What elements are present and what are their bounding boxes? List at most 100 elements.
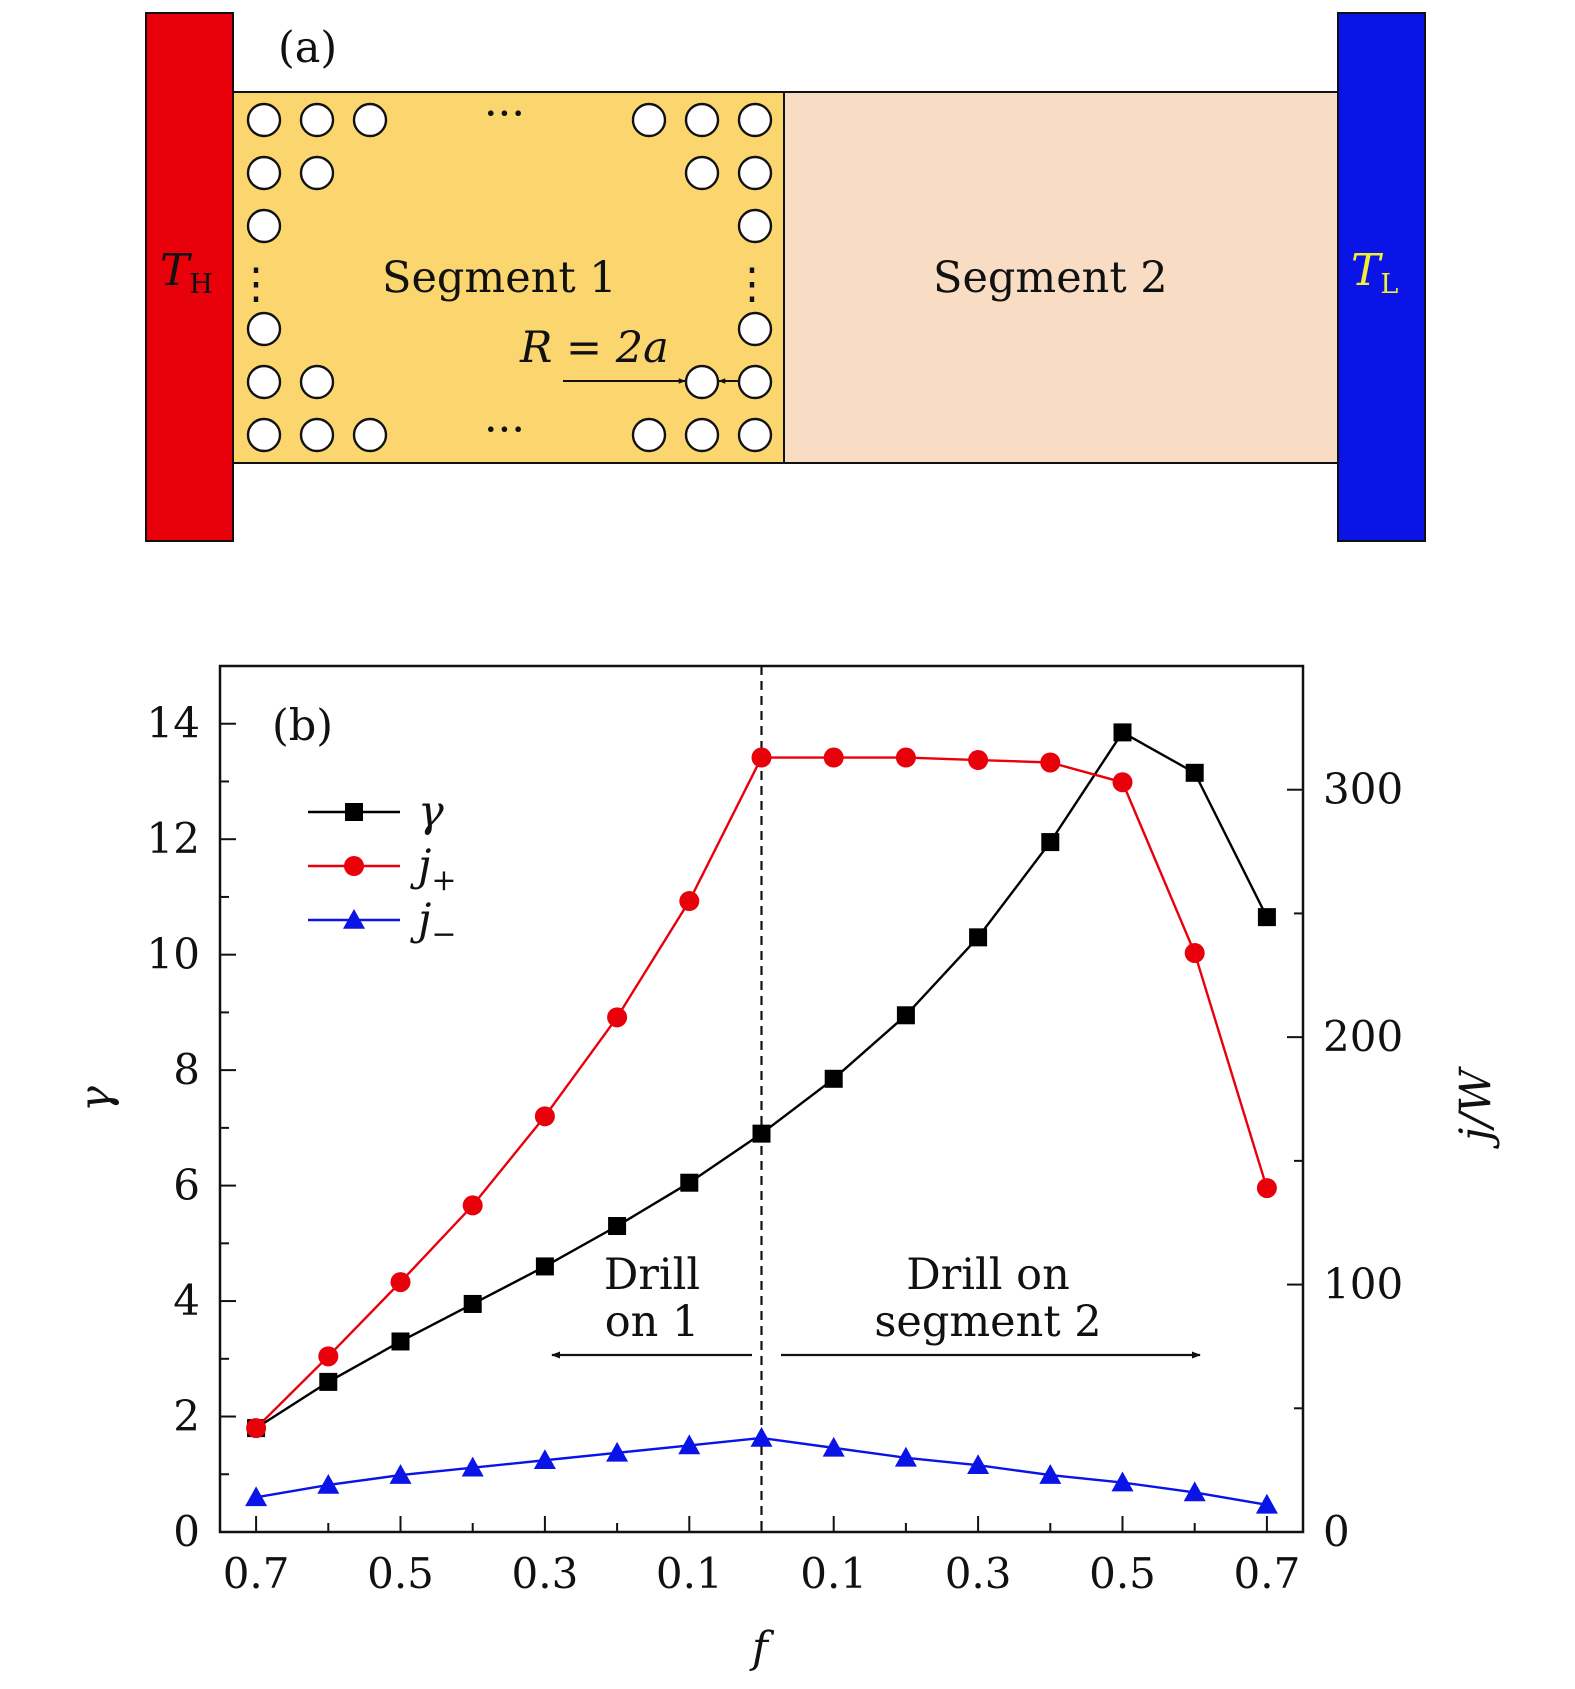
segment-1-region [232, 91, 785, 464]
hole [684, 364, 720, 400]
data-point [824, 1069, 843, 1088]
data-point [1257, 908, 1276, 927]
data-point [896, 1006, 915, 1025]
hole [299, 102, 335, 138]
y-left-tick-label: 12 [147, 814, 200, 863]
y-left-tick-label: 6 [173, 1161, 200, 1210]
data-point [1113, 723, 1132, 742]
legend-marker [343, 909, 365, 929]
hole [352, 102, 388, 138]
data-point [534, 1106, 555, 1127]
data-point [1041, 833, 1060, 852]
legend-label: j− [410, 895, 456, 952]
data-point [1183, 1481, 1206, 1502]
data-point [822, 1436, 845, 1457]
data-point [680, 1173, 699, 1192]
x-tick-label: 0.1 [656, 1549, 723, 1598]
y-left-tick-label: 14 [147, 699, 200, 748]
hole [299, 364, 335, 400]
data-point [967, 1454, 990, 1474]
data-point [390, 1272, 411, 1293]
x-tick-label: 0.7 [223, 1549, 290, 1598]
hole [737, 311, 773, 347]
panel-b-label: (b) [272, 701, 333, 751]
data-point [752, 1124, 771, 1143]
legend-label: γ [418, 787, 444, 837]
y-left-axis-label: γ [71, 1086, 121, 1112]
hole [631, 102, 667, 138]
x-axis-label: f [749, 1623, 775, 1673]
annotation-left-line1: Drill [604, 1250, 700, 1300]
y-right-tick-label: 0 [1323, 1507, 1350, 1556]
data-point [319, 1372, 338, 1391]
vertical-ellipsis-left: ⋮ [235, 259, 278, 309]
hole [299, 417, 335, 453]
y-right-axis: 0 100 200 300 [1287, 665, 1403, 1556]
annotation-left-line2: on 1 [605, 1297, 700, 1347]
y-right-axis-label: j/W [1451, 1065, 1501, 1149]
data-point [894, 1446, 917, 1467]
hole [246, 102, 282, 138]
y-right-tick-label: 200 [1323, 1012, 1403, 1061]
data-point [1111, 1471, 1134, 1492]
data-point [608, 1217, 627, 1236]
series-j-plus [246, 747, 1277, 1439]
hot-reservoir [145, 12, 234, 542]
y-left-tick-label: 8 [173, 1045, 200, 1094]
legend-marker [345, 803, 363, 821]
data-point [462, 1195, 483, 1216]
y-right-tick-label: 100 [1323, 1260, 1403, 1309]
x-tick-label: 0.3 [512, 1549, 579, 1598]
hole [246, 155, 282, 191]
data-point [1256, 1178, 1277, 1199]
data-point [1040, 752, 1061, 773]
hole [737, 364, 773, 400]
y-left-tick-label: 10 [147, 930, 200, 979]
data-point [391, 1332, 410, 1351]
data-point [389, 1464, 412, 1484]
legend-marker [344, 856, 364, 876]
hole [246, 364, 282, 400]
hole [246, 417, 282, 453]
y-left-tick-label: 4 [173, 1276, 200, 1325]
data-point [607, 1007, 628, 1028]
data-point [750, 1426, 773, 1447]
hole [684, 155, 720, 191]
hole [737, 155, 773, 191]
x-tick-label: 0.3 [945, 1549, 1012, 1598]
x-tick-label: 0.5 [367, 1549, 434, 1598]
hole [737, 102, 773, 138]
hole [299, 155, 335, 191]
series-j-minus [245, 1426, 1278, 1514]
legend: γj+j− [308, 787, 456, 952]
hole [737, 208, 773, 244]
x-axis: 0.7 0.5 0.3 0.1 0.1 0.3 0.5 0.7 [223, 1516, 1300, 1598]
data-point [1184, 943, 1205, 964]
panel-a-label: (a) [278, 23, 337, 73]
data-point [463, 1294, 482, 1313]
hole [352, 417, 388, 453]
data-point [317, 1473, 340, 1494]
data-point [895, 747, 916, 768]
data-point [823, 747, 844, 768]
data-point [679, 891, 700, 912]
horizontal-ellipsis-top: ··· [484, 89, 525, 139]
y-left-tick-label: 0 [173, 1507, 200, 1556]
data-point [606, 1441, 629, 1462]
annotation-right-line2: segment 2 [874, 1297, 1101, 1347]
data-point [968, 750, 989, 771]
legend-label: j+ [410, 841, 456, 898]
data-point [461, 1456, 484, 1477]
panel-a-schematic: (a) TH TL Segment 1 Segment 2 ··· ··· ⋮ … [145, 12, 1426, 542]
segment-1-label: Segment 1 [382, 253, 617, 303]
hole [246, 311, 282, 347]
horizontal-ellipsis-bottom: ··· [484, 405, 525, 455]
data-point [678, 1434, 701, 1455]
y-right-tick-label: 300 [1323, 765, 1403, 814]
y-left-axis: 0 2 4 6 8 10 12 14 [147, 665, 236, 1556]
segment-2-label: Segment 2 [933, 253, 1168, 303]
x-tick-label: 0.5 [1089, 1549, 1156, 1598]
cold-reservoir [1337, 12, 1426, 542]
data-point [1255, 1493, 1278, 1514]
